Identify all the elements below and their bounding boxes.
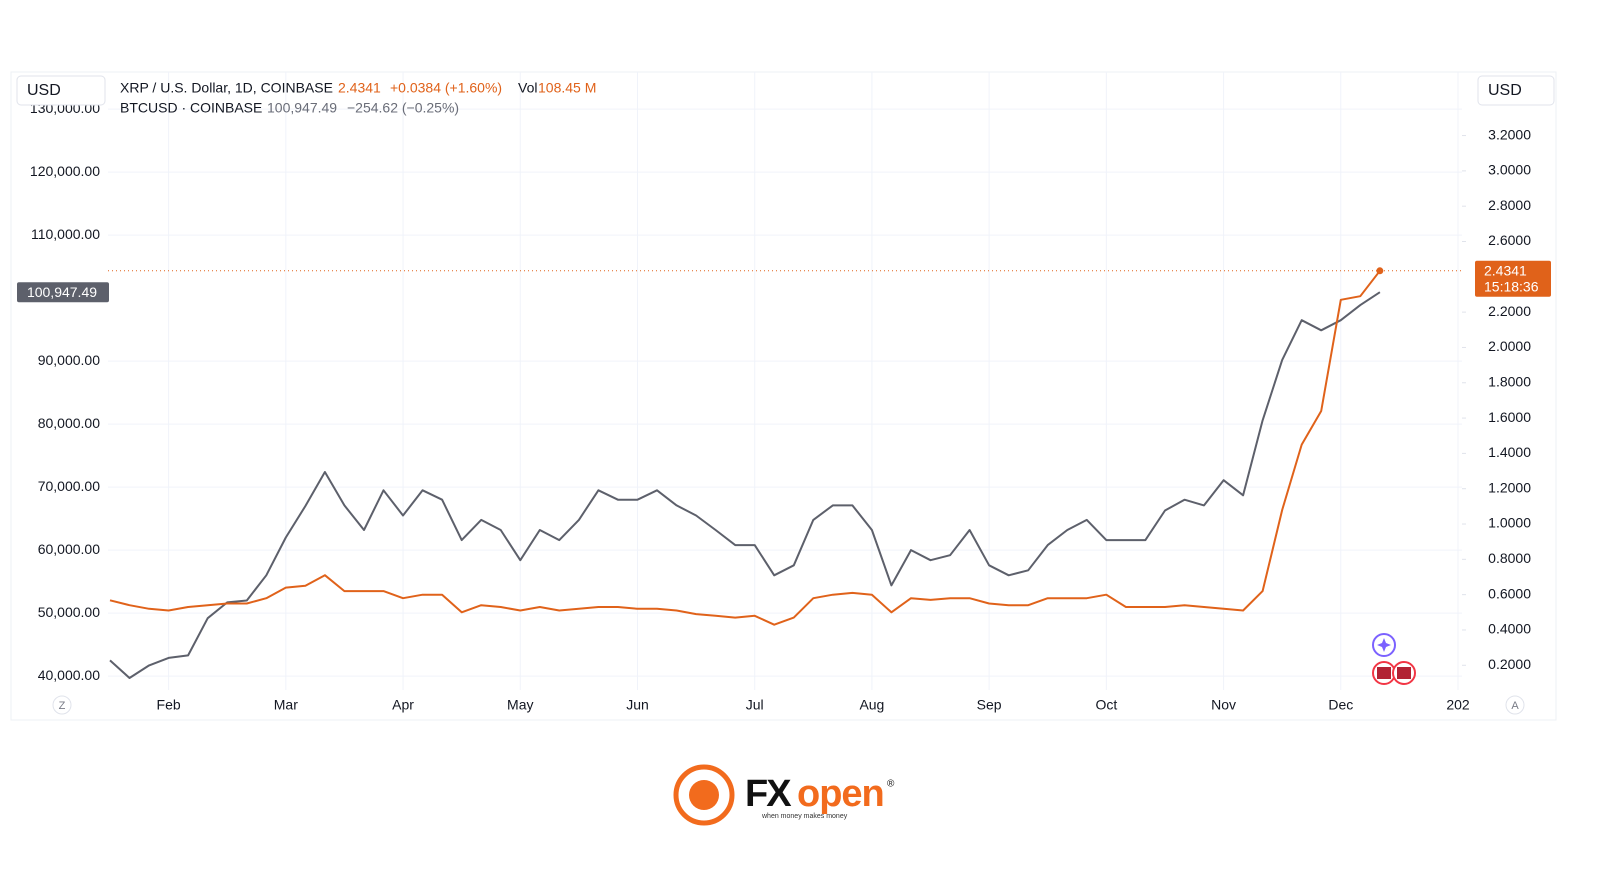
- y2-tick-label: 0.2000: [1488, 656, 1531, 672]
- y2-tick-label: 0.4000: [1488, 621, 1531, 637]
- y2-tick-label: 1.4000: [1488, 444, 1531, 460]
- y2-tick-label: 1.6000: [1488, 409, 1531, 425]
- y2-tick-label: 3.0000: [1488, 162, 1531, 178]
- last-point: [1376, 267, 1384, 275]
- y-tick-label: 60,000.00: [38, 541, 100, 557]
- legend-change: +0.0384 (+1.60%): [390, 80, 502, 96]
- button-label: Z: [59, 700, 66, 712]
- logo: FX open ® when money makes money: [673, 764, 895, 826]
- y-tick-label: 120,000.00: [30, 163, 100, 179]
- y2-tick-label: 2.6000: [1488, 232, 1531, 248]
- button[interactable]: [1505, 695, 1525, 715]
- legend-price: 100,947.49: [267, 100, 337, 116]
- button[interactable]: [52, 695, 72, 715]
- y-tick-label: 40,000.00: [38, 667, 100, 683]
- unit-box[interactable]: [1477, 75, 1555, 106]
- axes: 40,000.00 50,000.00 60,000.00 70,000.00 80,0…: [30, 100, 1531, 713]
- logo-icon: [689, 780, 719, 810]
- overlay: USD USD XRP / U.S. Dollar, 1D, COINBASE …: [16, 75, 1555, 715]
- event-icon-star: [1377, 638, 1391, 652]
- price-label: 2.4341: [1484, 263, 1527, 279]
- y2-tick-label: 1.2000: [1488, 479, 1531, 495]
- y-tick-label: 50,000.00: [38, 604, 100, 620]
- y2-tick-label: 0.8000: [1488, 550, 1531, 566]
- y-tick-label: 70,000.00: [38, 478, 100, 494]
- x-tick-label: May: [507, 697, 533, 713]
- y2-tick-label: 2.8000: [1488, 197, 1531, 213]
- y-tick-label: 90,000.00: [38, 352, 100, 368]
- plot: [108, 270, 1462, 679]
- y2-tick-label: 2.0000: [1488, 338, 1531, 354]
- legend-change: −254.62 (−0.25%): [347, 100, 459, 116]
- logo-text: FX: [745, 773, 792, 815]
- grid: [108, 72, 1462, 690]
- series-line: [109, 270, 1381, 626]
- y2-tick-label: 1.0000: [1488, 515, 1531, 531]
- x-tick-label: 202: [1446, 697, 1470, 713]
- left-unit: USD: [27, 82, 61, 99]
- x-tick-label: Nov: [1211, 697, 1236, 713]
- timer-label: 15:18:36: [1484, 279, 1539, 295]
- y2-tick-label: 1.8000: [1488, 373, 1531, 389]
- right-unit: USD: [1488, 82, 1522, 99]
- x-tick-label: Aug: [859, 697, 884, 713]
- x-tick-label: Oct: [1095, 697, 1117, 713]
- price-label: 100,947.49: [27, 284, 97, 300]
- logo-text: open: [797, 773, 884, 815]
- legend-title: XRP / U.S. Dollar, 1D, COINBASE: [120, 80, 333, 96]
- legend-title: BTCUSD · COINBASE: [120, 100, 262, 116]
- y-tick-label: 110,000.00: [31, 226, 100, 242]
- chart-frame: [10, 71, 1557, 721]
- x-tick-label: Mar: [274, 697, 298, 713]
- x-tick-label: Sep: [977, 697, 1002, 713]
- price-box: [17, 282, 109, 303]
- legend-price: 2.4341: [338, 80, 381, 96]
- legend-vol: 108.45 M: [538, 80, 596, 96]
- flag: [1377, 667, 1391, 679]
- price-box: [1475, 260, 1551, 297]
- button-label: A: [1511, 700, 1519, 712]
- unit-box[interactable]: [16, 75, 106, 106]
- series-line: [109, 291, 1381, 679]
- y2-tick-label: 2.2000: [1488, 303, 1531, 319]
- x-tick-label: Feb: [157, 697, 181, 713]
- x-tick-label: Dec: [1328, 697, 1353, 713]
- legend-vol-label: Vol: [518, 80, 537, 96]
- logo-tagline: when money makes money: [761, 813, 848, 820]
- y2-tick-label: 3.2000: [1488, 126, 1531, 142]
- x-tick-label: Apr: [392, 697, 414, 713]
- y2-tick-label: 0.6000: [1488, 585, 1531, 601]
- y-tick-label: 80,000.00: [38, 415, 100, 431]
- flag: [1397, 667, 1411, 679]
- x-tick-label: Jun: [626, 697, 649, 713]
- logo-registered: ®: [887, 779, 895, 790]
- x-tick-label: Jul: [746, 697, 764, 713]
